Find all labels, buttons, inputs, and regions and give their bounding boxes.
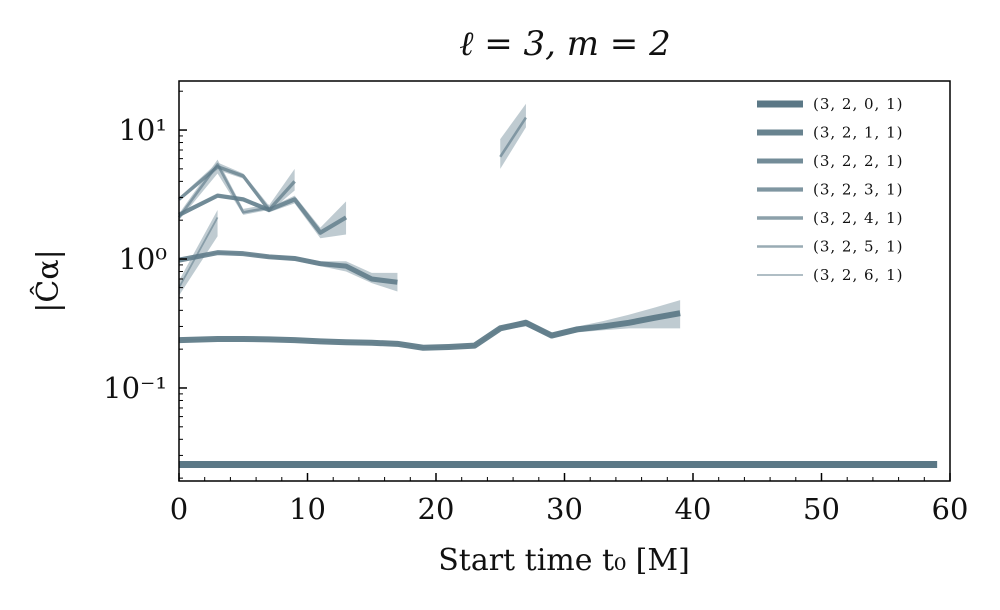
x-tick-label-2: 20 — [418, 492, 455, 526]
y-axis: 10⁻¹ 10⁰ 10¹ — [103, 90, 187, 479]
legend-label-2: (3, 2, 2, 1) — [813, 152, 904, 170]
x-tick-label-4: 40 — [675, 492, 712, 526]
series-line-5-1 — [499, 116, 528, 158]
series-band-2-0 — [179, 251, 398, 292]
legend-label-0: (3, 2, 0, 1) — [813, 95, 904, 113]
y-axis-label: |Ĉα| — [30, 249, 66, 312]
series-line-1-0 — [178, 310, 681, 351]
series-line-5-0 — [177, 163, 270, 219]
y-tick-label-0: 10⁻¹ — [103, 371, 167, 405]
x-axis: 0 10 20 30 40 50 60 — [170, 473, 969, 526]
x-tick-label-0: 0 — [170, 492, 188, 526]
legend: (3, 2, 0, 1) (3, 2, 1, 1) (3, 2, 2, 1) (3, … — [757, 95, 904, 284]
legend-label-5: (3, 2, 5, 1) — [813, 238, 904, 256]
x-axis-label: Start time t₀ [M] — [438, 543, 690, 578]
chart-title: ℓ = 3, m = 2 — [459, 24, 671, 64]
series-line-6-0 — [178, 217, 219, 289]
legend-label-3: (3, 2, 3, 1) — [813, 181, 904, 199]
x-tick-label-6: 60 — [932, 492, 969, 526]
legend-label-1: (3, 2, 1, 1) — [813, 124, 904, 142]
series-band-3-0 — [179, 193, 347, 239]
legend-label-4: (3, 2, 4, 1) — [813, 209, 904, 227]
legend-label-6: (3, 2, 6, 1) — [813, 266, 904, 284]
series-lines — [177, 116, 938, 469]
x-tick-label-3: 30 — [546, 492, 583, 526]
y-tick-label-2: 10¹ — [118, 113, 167, 147]
y-tick-label-1: 10⁰ — [118, 242, 167, 276]
series-line-4-0 — [177, 164, 296, 212]
x-tick-label-5: 50 — [803, 492, 840, 526]
series-band-5-0 — [179, 159, 269, 221]
series-line-2-0 — [178, 250, 398, 285]
x-tick-label-1: 10 — [289, 492, 326, 526]
